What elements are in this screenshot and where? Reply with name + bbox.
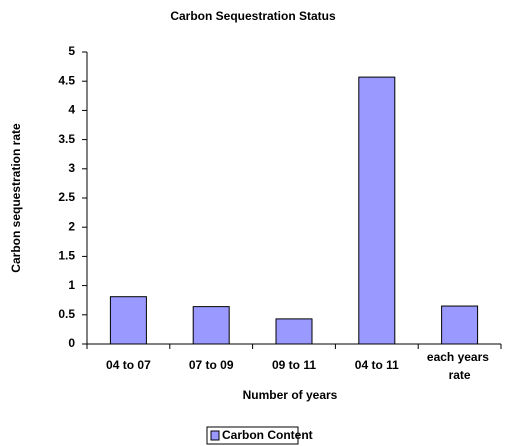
x-tick-label-line: rate: [449, 368, 471, 382]
y-tick-label: 5: [68, 44, 75, 58]
legend-swatch: [210, 430, 220, 441]
bar: [358, 76, 396, 345]
x-tick-label: 04 to 11: [355, 358, 399, 372]
x-tick-label: 04 to 07: [106, 358, 151, 372]
x-tick-label: 09 to 11: [272, 358, 316, 372]
legend-label: Carbon Content: [222, 428, 313, 442]
legend-box: [206, 426, 299, 445]
chart-title: Carbon Sequestration Status: [170, 9, 336, 23]
bar: [441, 305, 479, 345]
x-axis-label: Number of years: [243, 388, 338, 402]
bar: [109, 296, 147, 345]
y-tick-label: 1: [68, 278, 75, 292]
y-tick-label: 4.5: [58, 73, 75, 87]
y-tick-label: 4: [68, 103, 75, 117]
y-tick-label: 0: [68, 336, 75, 350]
bar: [192, 306, 230, 345]
y-tick-label: 3.5: [58, 132, 75, 146]
y-tick-label: 1.5: [58, 249, 75, 263]
y-axis-label: Carbon sequestration rate: [9, 123, 23, 273]
x-tick-label: each years rate: [427, 350, 492, 382]
x-tick-label: 07 to 09: [189, 358, 234, 372]
x-tick-label-line: each years: [427, 350, 492, 364]
bar: [275, 318, 313, 345]
y-tick-label: 3: [68, 161, 75, 175]
y-tick-label: 2: [68, 219, 75, 233]
y-tick-label: 2.5: [58, 190, 75, 204]
y-tick-label: 0.5: [58, 307, 75, 321]
